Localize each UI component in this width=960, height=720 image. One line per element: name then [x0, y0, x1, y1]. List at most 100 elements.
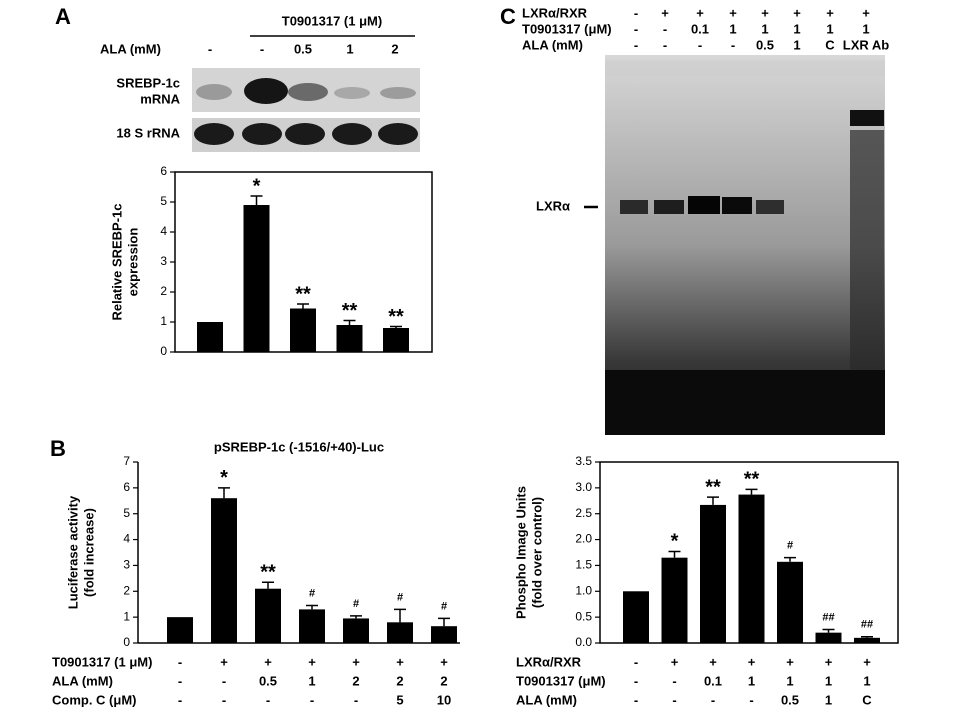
condition-cell: -	[222, 692, 226, 707]
y-tick-label: 1	[123, 609, 130, 623]
significance-mark: *	[220, 467, 228, 489]
condition-cell: 2	[352, 673, 359, 688]
lane-label: -	[634, 37, 638, 52]
lane-label: 1	[862, 21, 869, 36]
y-tick-label: 1.0	[575, 583, 592, 597]
error-bar	[306, 604, 318, 610]
bar	[243, 205, 270, 352]
lane-label: -	[634, 5, 638, 20]
bar	[738, 494, 765, 643]
bar	[336, 325, 363, 352]
y-tick-label: 1.5	[575, 558, 592, 572]
y-tick-label: 5	[160, 194, 167, 208]
condition-label: Comp. C (μM)	[52, 692, 137, 707]
y-tick-label: 2	[123, 583, 130, 597]
condition-cell: +	[308, 654, 316, 669]
condition-cell: +	[825, 654, 833, 669]
y-tick-label: 7	[123, 454, 130, 468]
significance-mark: #	[353, 598, 359, 610]
bar	[661, 557, 688, 643]
condition-cell: -	[634, 654, 638, 669]
gel-bands	[605, 60, 885, 435]
condition-cell: 0.5	[259, 673, 277, 688]
error-bar	[745, 488, 758, 495]
condition-cell: C	[862, 692, 872, 707]
bar	[255, 588, 281, 643]
significance-mark: **	[260, 562, 276, 584]
lane-label: LXR Ab	[843, 37, 890, 52]
bar	[854, 637, 880, 643]
significance-mark: #	[309, 587, 315, 599]
condition-cell: 1	[825, 673, 832, 688]
lane-label: 1	[793, 21, 800, 36]
error-bar	[343, 319, 356, 325]
y-axis-label: Relative SREBP-1c	[109, 203, 124, 320]
y-tick-label: 6	[123, 480, 130, 494]
y-axis-label: Luciferase activity	[65, 495, 80, 609]
y-tick-label: 0	[160, 344, 167, 358]
lane-label: 1	[793, 37, 800, 52]
condition-cell: -	[749, 692, 753, 707]
bar	[387, 622, 413, 643]
condition-cell: +	[748, 654, 756, 669]
condition-cell: -	[222, 673, 226, 688]
lane-label: -	[663, 21, 667, 36]
condition-cell: -	[178, 692, 182, 707]
error-bar	[350, 615, 362, 619]
bar	[700, 504, 726, 643]
significance-mark: **	[295, 283, 311, 305]
condition-cell: +	[440, 654, 448, 669]
error-bar	[297, 303, 309, 309]
panel-label: C	[500, 4, 516, 29]
y-tick-label: 1	[160, 314, 167, 328]
lane-label: 1	[761, 21, 768, 36]
condition-cell: +	[264, 654, 272, 669]
panel-label: A	[55, 4, 71, 29]
significance-mark: **	[705, 476, 721, 498]
y-tick-label: 3.5	[575, 454, 592, 468]
band-label: 18 S rRNA	[116, 125, 180, 140]
lane-label: 1	[826, 21, 833, 36]
error-bar	[784, 556, 796, 562]
y-axis-label: (fold over control)	[529, 497, 544, 608]
y-tick-label: 0	[123, 635, 130, 649]
significance-mark: *	[253, 175, 261, 197]
error-bar	[250, 195, 263, 205]
lane-label: +	[661, 5, 669, 20]
significance-mark: ##	[822, 611, 834, 623]
bar	[299, 609, 325, 643]
y-tick-label: 3	[123, 558, 130, 572]
y-tick-label: 2	[160, 284, 167, 298]
error-bar	[390, 325, 402, 328]
lane-label: 0.1	[691, 21, 709, 36]
lane-label: 2	[391, 41, 398, 56]
condition-cell: -	[672, 692, 676, 707]
y-tick-label: 4	[123, 532, 130, 546]
significance-mark: ##	[861, 619, 873, 631]
condition-label: ALA (mM)	[516, 692, 577, 707]
lane-label: +	[696, 5, 704, 20]
error-bar	[438, 617, 450, 627]
lane-label: -	[663, 37, 667, 52]
significance-mark: #	[397, 591, 403, 603]
y-tick-label: 2.5	[575, 506, 592, 520]
band-label: SREBP-1c	[116, 75, 180, 90]
condition-cell: -	[354, 692, 358, 707]
condition-cell: -	[634, 692, 638, 707]
gel-row-label: LXRα/RXR	[522, 5, 588, 20]
condition-cell: -	[178, 673, 182, 688]
condition-cell: 2	[440, 673, 447, 688]
condition-label: T0901317 (1 μM)	[52, 654, 152, 669]
bar	[290, 308, 316, 352]
y-axis-label: (fold increase)	[81, 508, 96, 597]
error-bar	[822, 628, 835, 633]
y-tick-label: 2.0	[575, 532, 592, 546]
condition-cell: 1	[308, 673, 315, 688]
bar	[431, 626, 457, 643]
blot-header: T0901317 (1 μM)	[282, 13, 382, 28]
band-label: mRNA	[140, 91, 180, 106]
y-axis-label: expression	[125, 228, 140, 297]
bar	[167, 617, 193, 643]
significance-mark: *	[671, 531, 679, 553]
lane-label: +	[793, 5, 801, 20]
